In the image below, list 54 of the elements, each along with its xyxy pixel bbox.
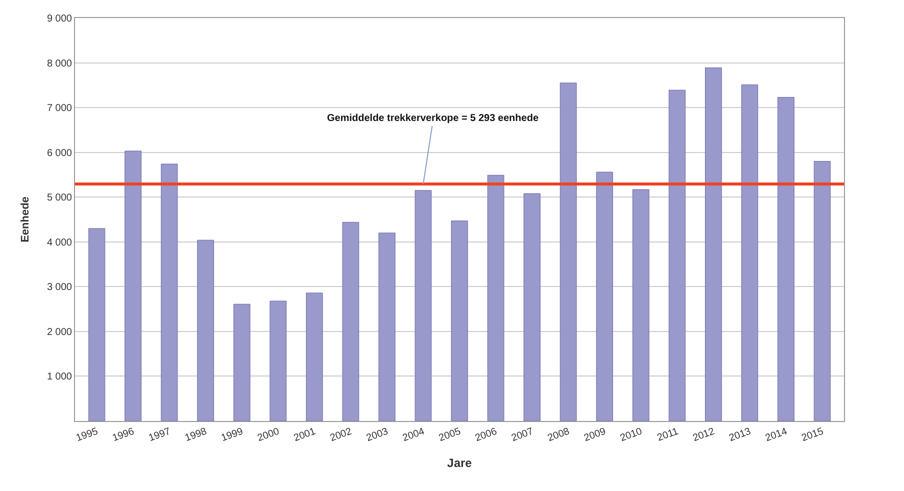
y-axis-title: Eenhede	[20, 196, 32, 242]
y-tick-label: 4 000	[46, 237, 72, 248]
bar	[668, 90, 686, 421]
x-tick-label: 2014	[764, 426, 790, 444]
x-tick-label: 2013	[728, 426, 753, 444]
y-tick-label: 3 000	[46, 282, 72, 294]
bar	[233, 304, 250, 421]
x-tick-label: 1995	[74, 426, 100, 444]
x-tick-label: 2012	[691, 426, 717, 444]
y-tick-label: 5 000	[46, 192, 72, 204]
bar	[378, 232, 396, 421]
x-tick-label: 2003	[365, 426, 390, 444]
x-tick-label: 1999	[220, 426, 246, 444]
bar	[197, 240, 214, 421]
y-tick-label: 2 000	[46, 326, 72, 338]
y-tick-label: 8 000	[46, 58, 72, 70]
x-tick-label: 2006	[474, 426, 499, 444]
bar	[306, 292, 323, 421]
y-tick-label: 7 000	[46, 103, 72, 114]
bar	[487, 174, 504, 421]
bar	[88, 228, 106, 421]
bar	[741, 84, 758, 421]
x-tick-label: 2001	[292, 426, 318, 444]
y-tick-label: 1 000	[46, 372, 72, 383]
x-tick-label: 2011	[656, 426, 680, 444]
x-tick-label: 2002	[328, 426, 354, 444]
x-tick-label: 1998	[184, 426, 209, 444]
bar	[596, 172, 614, 421]
x-tick-label: 1997	[147, 426, 172, 444]
x-tick-label: 2005	[438, 426, 463, 444]
bar	[560, 82, 577, 421]
bar	[778, 97, 794, 421]
bar	[160, 164, 178, 421]
x-tick-label: 2000	[256, 426, 282, 444]
x-tick-label: 2007	[510, 426, 536, 444]
bar	[524, 193, 540, 421]
y-tick-label: 6 000	[46, 148, 72, 159]
x-axis-title: Jare	[447, 456, 472, 470]
bar	[414, 190, 432, 421]
bar	[124, 150, 142, 421]
x-tick-label: 2009	[582, 426, 608, 444]
bar	[451, 220, 468, 421]
bar	[270, 300, 287, 421]
x-tick-label: 2015	[800, 426, 826, 444]
bar	[632, 189, 650, 421]
bar	[342, 222, 360, 421]
x-tick-label: 2010	[618, 426, 644, 444]
x-tick-label: 2004	[401, 426, 426, 444]
x-tick-label: 2008	[546, 426, 572, 444]
x-tick-label: 1996	[111, 426, 136, 444]
annotation: Gemiddelde trekkerverkope = 5 293 eenhede	[327, 113, 539, 124]
bar	[705, 67, 722, 421]
bar	[814, 161, 831, 421]
y-tick-label: 9 000	[46, 14, 72, 24]
